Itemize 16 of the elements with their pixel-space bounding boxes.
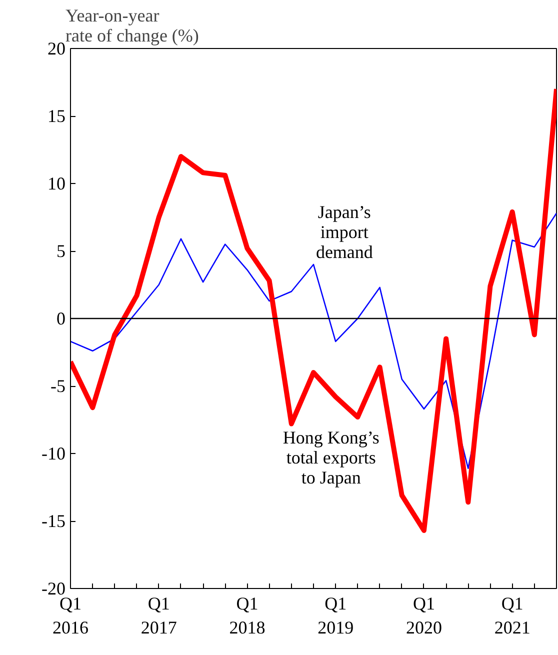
x-tick-label: Q1 2017 bbox=[140, 594, 177, 638]
x-tick-label: Q1 2020 bbox=[406, 594, 442, 638]
x-tick-label: Q1 2021 bbox=[494, 594, 530, 638]
y-tick-label: 15 bbox=[48, 106, 66, 126]
y-tick-label: 5 bbox=[56, 241, 66, 261]
series-label: Japan’s import demand bbox=[316, 202, 373, 262]
y-tick-label: -15 bbox=[42, 511, 66, 531]
y-tick-label: 10 bbox=[48, 174, 66, 194]
y-tick-label: -10 bbox=[42, 444, 66, 464]
series-label: Hong Kong’s total exports to Japan bbox=[282, 428, 380, 488]
x-tick-label: Q1 2018 bbox=[229, 594, 266, 638]
y-tick-label: 0 bbox=[56, 308, 66, 328]
x-tick-label: Q1 2019 bbox=[318, 594, 354, 638]
y-tick-label: -5 bbox=[50, 376, 66, 396]
y-axis-title: Year-on-year rate of change (%) bbox=[66, 6, 199, 46]
y-tick-label: 20 bbox=[48, 38, 66, 58]
